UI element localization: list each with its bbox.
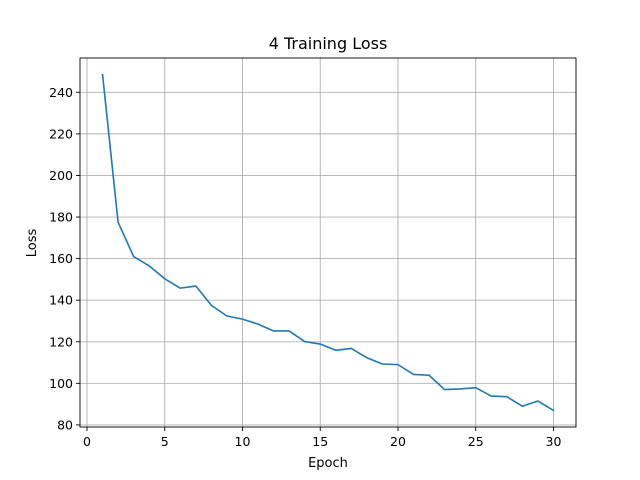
y-tick-label: 140 [49,293,73,308]
chart-title: 4 Training Loss [269,34,388,53]
x-tick-label: 5 [161,434,169,449]
x-tick-label: 30 [546,434,562,449]
plot-frame [79,57,577,428]
x-tick-label: 0 [83,434,91,449]
grid [80,58,576,427]
y-axis-ticks: 80 100 120 140 160 180 200 220 240 [49,85,80,432]
y-tick-label: 240 [49,85,73,100]
y-tick-label: 120 [49,334,73,349]
y-axis-label: Loss [25,229,40,258]
x-tick-label: 25 [468,434,484,449]
x-tick-label: 15 [312,434,328,449]
x-tick-label: 10 [235,434,251,449]
x-axis-ticks: 0 5 10 15 20 25 30 [83,427,561,449]
y-tick-label: 200 [49,168,73,183]
y-tick-label: 180 [49,210,73,225]
y-tick-label: 220 [49,126,73,141]
y-tick-label: 100 [49,376,73,391]
y-tick-label: 160 [49,251,73,266]
loss-series-line [101,73,555,412]
series-layer [101,73,555,412]
y-tick-label: 80 [57,417,73,432]
x-tick-label: 20 [390,434,406,449]
x-axis-label: Epoch [308,456,348,471]
